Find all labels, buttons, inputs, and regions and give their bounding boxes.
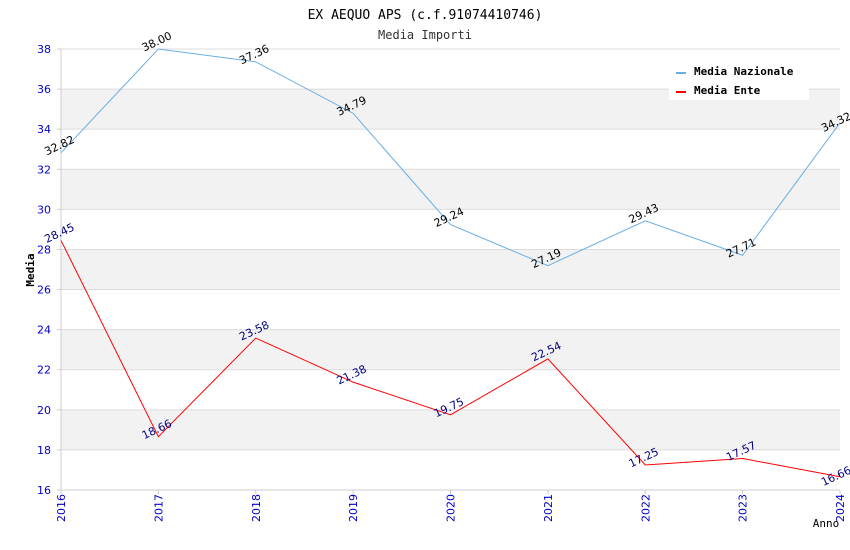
- y-tick-label: 24: [37, 324, 51, 337]
- axes: [60, 49, 840, 491]
- y-tick-label: 30: [37, 203, 51, 216]
- x-tick-labels: 2016 2017 2018 2019 2020 2021 2022 2023 2024: [55, 494, 847, 522]
- grid-band: [61, 249, 840, 290]
- x-tick-label: 2017: [152, 494, 165, 522]
- y-tick-label: 36: [37, 83, 51, 96]
- y-tick-label: 32: [37, 163, 51, 176]
- series-line: [60, 48, 841, 267]
- y-tick-label: 34: [37, 123, 51, 136]
- x-tick-label: 2016: [55, 494, 68, 522]
- chart-subtitle: Media Importi: [378, 28, 472, 42]
- y-tick-label: 20: [37, 404, 51, 417]
- y-tick-label: 38: [37, 43, 51, 56]
- legend-label: Media Ente: [694, 84, 761, 97]
- y-tick-label: 28: [37, 243, 51, 256]
- series-lines: [60, 48, 841, 478]
- y-tick-label: 18: [37, 444, 51, 457]
- data-label: 16.66: [819, 464, 850, 489]
- x-tick-label: 2019: [347, 494, 360, 522]
- grid-band: [61, 329, 840, 370]
- legend: Media Nazionale Media Ente: [669, 58, 809, 100]
- x-tick-label: 2024: [834, 494, 847, 522]
- y-tick-label: 16: [37, 484, 51, 497]
- x-tick-label: 2020: [445, 494, 458, 522]
- grid-band: [61, 169, 840, 210]
- x-tick-label: 2023: [737, 494, 750, 522]
- x-tick-label: 2022: [639, 494, 652, 522]
- legend-box: [669, 58, 809, 100]
- y-tick-label: 26: [37, 284, 51, 297]
- y-axis-label: Media: [24, 253, 37, 286]
- chart-title: EX AEQUO APS (c.f.91074410746): [308, 8, 543, 23]
- grid-band: [61, 409, 840, 450]
- x-tick-label: 2021: [542, 494, 555, 522]
- data-label: 28.45: [42, 221, 76, 246]
- legend-label: Media Nazionale: [694, 65, 794, 78]
- data-label: 37.36: [237, 42, 271, 67]
- grid-bands: [61, 89, 840, 450]
- y-tick-labels: 16 18 20 22 24 26 28 30 32 34 36 38: [37, 43, 51, 497]
- series-line: [60, 240, 841, 478]
- y-tick-label: 22: [37, 364, 51, 377]
- grid-lines: [57, 48, 841, 494]
- data-label: 32.82: [42, 133, 76, 158]
- x-axis-label: Anno: [813, 517, 840, 530]
- x-tick-label: 2018: [250, 494, 263, 522]
